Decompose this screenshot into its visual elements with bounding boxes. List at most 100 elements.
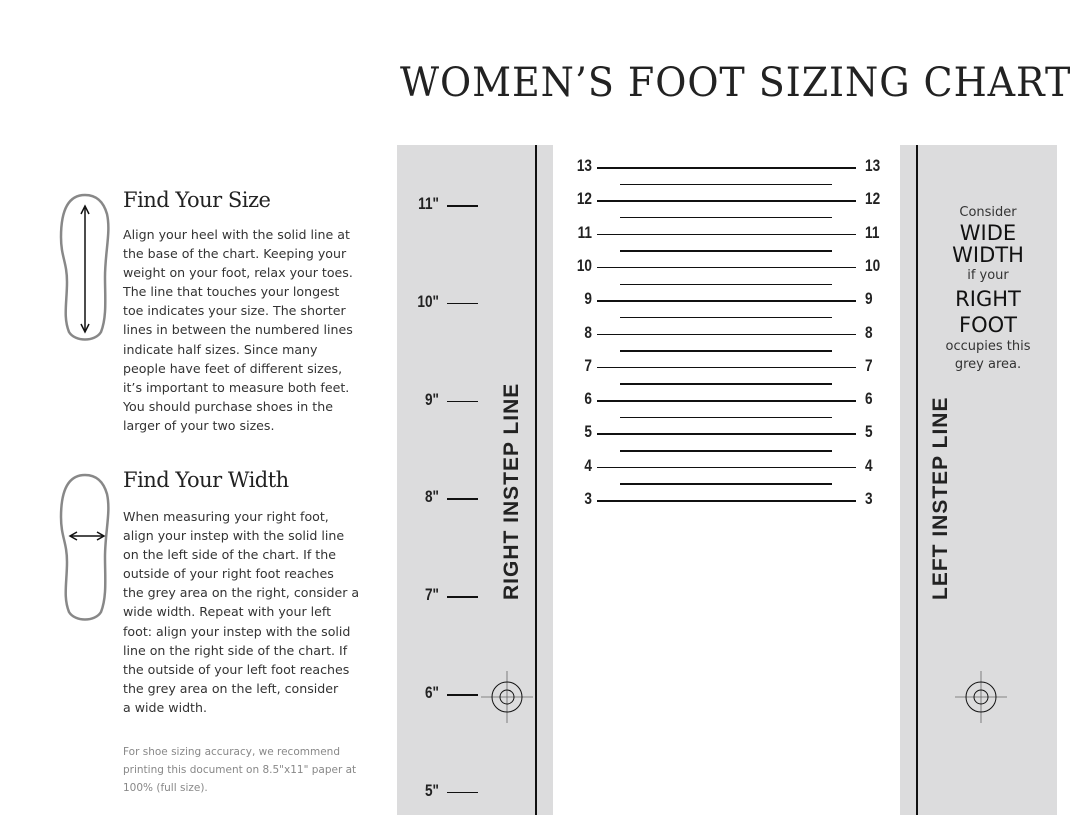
note-if-your: if your xyxy=(967,268,1009,283)
size-line xyxy=(597,266,856,269)
size-label-right: 5 xyxy=(865,422,873,442)
size-label-right: 8 xyxy=(865,322,873,342)
wide-width-note: Consider WIDE WIDTH if your RIGHT FOOT o… xyxy=(918,204,1058,374)
size-label-right: 12 xyxy=(865,189,881,209)
note-width: WIDTH xyxy=(952,243,1024,267)
target-crosshair-icon xyxy=(955,671,1007,723)
text-line: the grey area on the right, consider a xyxy=(123,585,360,601)
size-line xyxy=(597,500,856,502)
right-instep-label: RIGHT INSTEP LINE xyxy=(500,382,523,600)
half-size-line xyxy=(620,416,832,419)
inch-label: 5" xyxy=(424,780,439,800)
find-size-heading: Find Your Size xyxy=(123,188,271,212)
note-occupies: occupies this xyxy=(945,339,1031,354)
size-label-left: 12 xyxy=(576,189,592,209)
note-wide: WIDE xyxy=(959,221,1017,245)
text-line: line on the right side of the chart. If xyxy=(123,642,348,658)
size-line xyxy=(597,167,856,169)
half-size-line xyxy=(620,183,832,186)
text-line: outside of your right foot reaches xyxy=(123,566,334,582)
size-label-right: 13 xyxy=(865,156,881,175)
size-label-right: 10 xyxy=(865,255,881,275)
inch-tick xyxy=(447,205,478,207)
text-line: Align your heel with the solid line at xyxy=(123,227,350,242)
text-line: You should purchase shoes in the xyxy=(123,398,333,414)
page-title: WOMEN’S FOOT SIZING CHART xyxy=(400,60,1072,106)
print-note: For shoe sizing accuracy, we recommend pr… xyxy=(123,743,356,797)
note-right: RIGHT xyxy=(955,287,1021,311)
size-label-right: 11 xyxy=(865,222,880,242)
left-grey-area xyxy=(397,145,553,815)
text-line: the outside of your left foot reaches xyxy=(123,661,350,677)
size-line xyxy=(597,466,856,469)
size-line xyxy=(597,233,856,236)
text-line: When measuring your right foot, xyxy=(123,509,329,524)
find-size-text: Align your heel with the solid line at th… xyxy=(123,225,353,435)
text-line: toe indicates your size. The shorter xyxy=(123,303,346,319)
text-line: it’s important to measure both feet. xyxy=(123,379,350,395)
inch-label: 8" xyxy=(424,487,439,507)
size-label-left: 3 xyxy=(584,489,592,508)
size-line xyxy=(597,433,856,435)
text-line: wide width. Repeat with your left xyxy=(123,604,332,620)
inch-label: 6" xyxy=(424,683,439,702)
size-label-left: 7 xyxy=(584,355,592,375)
right-instep-line xyxy=(535,145,537,815)
inch-tick xyxy=(447,596,478,598)
size-label-left: 6 xyxy=(584,389,592,409)
text-line: For shoe sizing accuracy, we recommend xyxy=(123,746,340,758)
half-size-line xyxy=(620,250,832,252)
text-line: the base of the chart. Keeping your xyxy=(123,246,347,262)
inch-tick xyxy=(447,694,478,696)
text-line: printing this document on 8.5"x11" paper… xyxy=(123,764,357,776)
size-line xyxy=(597,400,856,402)
left-instep-label: LEFT INSTEP LINE xyxy=(929,396,952,600)
find-width-heading: Find Your Width xyxy=(123,468,289,492)
size-label-right: 6 xyxy=(865,389,873,409)
size-label-left: 8 xyxy=(584,322,592,342)
note-foot: FOOT xyxy=(959,313,1017,337)
text-line: 100% (full size). xyxy=(123,782,208,794)
size-label-left: 10 xyxy=(576,255,592,275)
inch-tick xyxy=(447,791,478,794)
foot-width-icon xyxy=(59,473,110,621)
inch-tick xyxy=(447,498,478,500)
size-label-left: 13 xyxy=(576,156,592,175)
half-size-line xyxy=(620,216,832,219)
note-grey-area: grey area. xyxy=(954,357,1022,372)
half-size-line xyxy=(620,383,832,385)
size-label-right: 4 xyxy=(865,455,873,475)
inch-label: 7" xyxy=(424,585,439,605)
size-line xyxy=(597,200,856,202)
text-line: weight on your foot, relax your toes. xyxy=(123,265,353,281)
text-line: indicate half sizes. Since many xyxy=(123,341,318,357)
size-label-left: 4 xyxy=(584,455,592,475)
text-line: on the left side of the chart. If the xyxy=(123,547,336,563)
text-line: people have feet of different sizes, xyxy=(123,360,343,376)
half-size-line xyxy=(620,483,832,485)
find-width-text: When measuring your right foot, align you… xyxy=(123,507,359,717)
size-label-right: 3 xyxy=(865,489,873,508)
size-label-left: 5 xyxy=(584,422,592,442)
text-line: the grey area on the left, consider xyxy=(123,680,339,696)
inch-tick xyxy=(447,400,478,403)
inch-label: 10" xyxy=(417,291,439,311)
text-line: larger of your two sizes. xyxy=(123,417,275,433)
size-label-left: 11 xyxy=(577,222,592,242)
inch-label: 11" xyxy=(418,194,439,213)
text-line: align your instep with the solid line xyxy=(123,528,345,544)
size-label-left: 9 xyxy=(584,289,592,309)
text-line: a wide width. xyxy=(123,699,207,715)
inch-tick xyxy=(447,302,478,305)
target-crosshair-icon xyxy=(481,671,533,723)
half-size-line xyxy=(620,350,832,352)
text-line: foot: align your instep with the solid xyxy=(123,623,351,639)
size-label-right: 9 xyxy=(865,289,873,309)
inch-label: 9" xyxy=(424,389,439,409)
left-instep-line xyxy=(916,145,918,815)
size-line xyxy=(597,300,856,302)
half-size-line xyxy=(620,450,832,452)
text-line: lines in between the numbered lines xyxy=(123,322,353,338)
half-size-line xyxy=(620,316,832,319)
note-consider: Consider xyxy=(959,205,1017,220)
